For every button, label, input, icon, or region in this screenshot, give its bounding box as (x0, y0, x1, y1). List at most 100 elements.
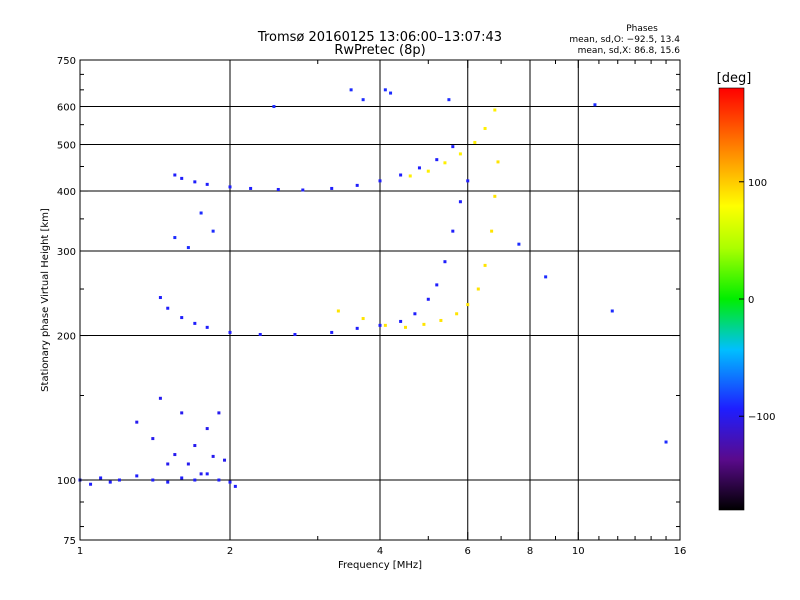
data-point (228, 185, 232, 189)
data-point (193, 478, 197, 482)
data-point (361, 317, 365, 321)
data-point (408, 174, 412, 178)
data-point (135, 474, 139, 478)
data-point (223, 458, 227, 462)
data-point (493, 108, 497, 112)
data-point (378, 323, 382, 327)
data-point (490, 229, 494, 233)
data-point (158, 396, 162, 400)
data-point (483, 126, 487, 130)
data-point (455, 312, 459, 316)
data-point (166, 462, 170, 466)
data-point (117, 478, 121, 482)
data-point (458, 200, 462, 204)
data-point (272, 105, 276, 109)
data-point (544, 275, 548, 279)
phases-mean-o: mean, sd,O: −92.5, 13.4 (569, 35, 680, 45)
data-point (383, 323, 387, 327)
axis-ticks: 1 2 4 6 8 10 16 75 100 200 300 400 500 600 750 (57, 56, 686, 557)
data-point (199, 211, 203, 215)
data-point (180, 176, 184, 180)
colorbar-tick-label: −100 (748, 412, 775, 423)
data-point (173, 173, 177, 177)
chart-title: Tromsø 20160125 13:06:00–13:07:43 (257, 30, 502, 45)
y-tick-label: 600 (57, 103, 76, 114)
x-axis-label: Frequency [MHz] (338, 560, 422, 571)
data-point (249, 186, 253, 190)
x-tick-label: 16 (674, 546, 687, 557)
colorbar-tick-label: 100 (748, 178, 767, 189)
colorbar-tick-label: 0 (748, 295, 754, 306)
data-point (466, 179, 470, 183)
data-point (205, 427, 209, 431)
data-point (173, 236, 177, 240)
x-tick-label: 8 (527, 546, 533, 557)
data-point (413, 312, 417, 316)
data-point (330, 186, 334, 190)
y-tick-label: 750 (57, 56, 76, 67)
data-point (593, 103, 597, 107)
data-point (349, 88, 353, 92)
data-point (205, 472, 209, 476)
x-tick-label: 1 (77, 546, 83, 557)
data-point (205, 182, 209, 186)
data-points (78, 88, 668, 488)
data-point (426, 297, 430, 301)
y-tick-label: 500 (57, 141, 76, 152)
data-point (233, 484, 237, 488)
data-point (399, 319, 403, 323)
data-point (378, 179, 382, 183)
data-point (443, 260, 447, 264)
data-point (186, 462, 190, 466)
y-tick-label: 300 (57, 247, 76, 258)
phases-mean-x: mean, sd,X: 86.8, 15.6 (578, 46, 681, 56)
data-point (361, 98, 365, 102)
data-point (173, 453, 177, 457)
data-point (383, 88, 387, 92)
data-point (435, 158, 439, 162)
phases-heading: Phases (626, 24, 658, 34)
data-point (108, 480, 112, 484)
data-point (211, 454, 215, 458)
data-point (293, 332, 297, 336)
data-point (451, 229, 455, 233)
y-tick-label: 400 (57, 187, 76, 198)
data-point (389, 91, 393, 95)
data-point (258, 332, 262, 336)
data-point (336, 309, 340, 313)
grid-lines (80, 60, 680, 540)
x-tick-label: 2 (227, 546, 233, 557)
data-point (89, 482, 93, 486)
data-point (443, 161, 447, 165)
data-point (458, 152, 462, 156)
data-point (205, 325, 209, 329)
data-point (355, 326, 359, 330)
data-point (151, 437, 155, 441)
x-tick-label: 6 (465, 546, 471, 557)
data-point (193, 321, 197, 325)
data-point (180, 411, 184, 415)
data-point (447, 98, 451, 102)
data-point (435, 283, 439, 287)
data-point (193, 444, 197, 448)
data-point (426, 169, 430, 173)
chart-subtitle: RwPretec (8p) (334, 43, 425, 58)
data-point (166, 480, 170, 484)
data-point (276, 187, 280, 191)
data-point (483, 263, 487, 267)
data-point (180, 476, 184, 480)
data-point (439, 318, 443, 322)
data-point (493, 194, 497, 198)
data-point (664, 440, 668, 444)
data-point (217, 411, 221, 415)
data-point (476, 287, 480, 291)
data-point (422, 322, 426, 326)
data-point (99, 476, 103, 480)
data-point (466, 303, 470, 307)
data-point (151, 478, 155, 482)
y-axis-label: Stationary phase Virtual Height [km] (40, 208, 51, 392)
data-point (193, 180, 197, 184)
colorbar: [deg] 100 0 −100 (717, 71, 775, 511)
data-point (228, 330, 232, 334)
